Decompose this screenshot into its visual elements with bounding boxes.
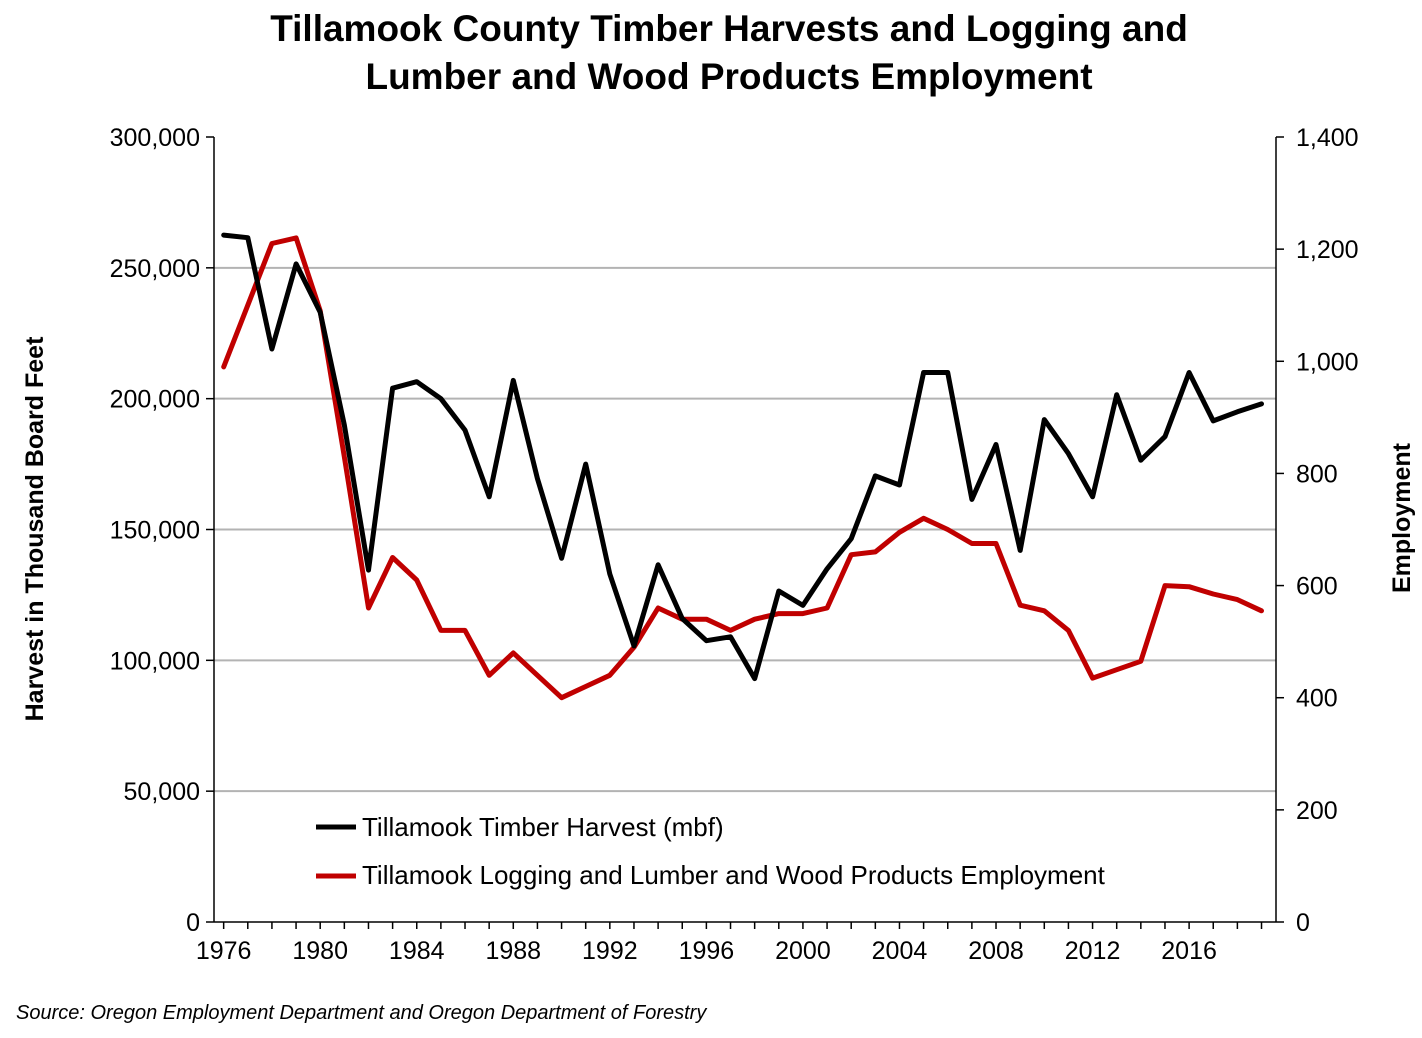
series-line-harvest	[221, 232, 1264, 682]
x-tick-label: 1992	[582, 937, 638, 965]
y-left-tick-label: 50,000	[124, 778, 200, 806]
x-tick-label: 1996	[679, 937, 735, 965]
x-tick-label: 1988	[485, 937, 541, 965]
tick-labels: 0 50,000 100,000 150,000 200,000 250,000 300,0…	[110, 124, 1359, 965]
y-left-tick-label: 250,000	[110, 255, 200, 283]
legend: Tillamook Timber Harvest (mbf) Tillamook…	[316, 812, 1106, 890]
chart-title-line-2: Lumber and Wood Products Employment	[365, 56, 1092, 97]
y-right-tick-label: 200	[1296, 797, 1338, 825]
source-note: Source: Oregon Employment Department and…	[16, 1002, 707, 1024]
y-right-tick-label: 800	[1296, 460, 1338, 488]
y-right-tick-label: 1,400	[1296, 124, 1359, 152]
y-left-tick-label: 150,000	[110, 517, 200, 545]
axes	[206, 136, 1284, 929]
legend-label-harvest: Tillamook Timber Harvest (mbf)	[362, 812, 724, 842]
x-tick-label: 1976	[196, 937, 252, 965]
series-lines	[221, 232, 1264, 701]
x-tick-label: 2004	[872, 937, 928, 965]
series-line-employment	[221, 235, 1264, 701]
y-left-tick-label: 200,000	[110, 386, 200, 414]
x-tick-label: 2008	[968, 937, 1024, 965]
x-tick-label: 2000	[775, 937, 831, 965]
x-tick-label: 1980	[292, 937, 348, 965]
y-right-tick-label: 1,200	[1296, 236, 1359, 264]
y-right-tick-label: 1,000	[1296, 348, 1359, 376]
y-axis-left-title: Harvest in Thousand Board Feet	[21, 336, 49, 721]
y-left-tick-label: 100,000	[110, 647, 200, 675]
y-left-tick-label: 300,000	[110, 124, 200, 152]
x-tick-label: 1984	[389, 937, 445, 965]
y-right-tick-label: 600	[1296, 573, 1338, 601]
y-left-tick-label: 0	[186, 909, 200, 937]
chart-title-line-1: Tillamook County Timber Harvests and Log…	[270, 8, 1188, 49]
x-tick-label: 2016	[1161, 937, 1217, 965]
legend-label-employment: Tillamook Logging and Lumber and Wood Pr…	[362, 860, 1106, 890]
y-right-tick-label: 400	[1296, 685, 1338, 713]
x-tick-label: 2012	[1065, 937, 1121, 965]
y-axis-right-title: Employment	[1388, 442, 1416, 593]
y-right-tick-label: 0	[1296, 909, 1310, 937]
